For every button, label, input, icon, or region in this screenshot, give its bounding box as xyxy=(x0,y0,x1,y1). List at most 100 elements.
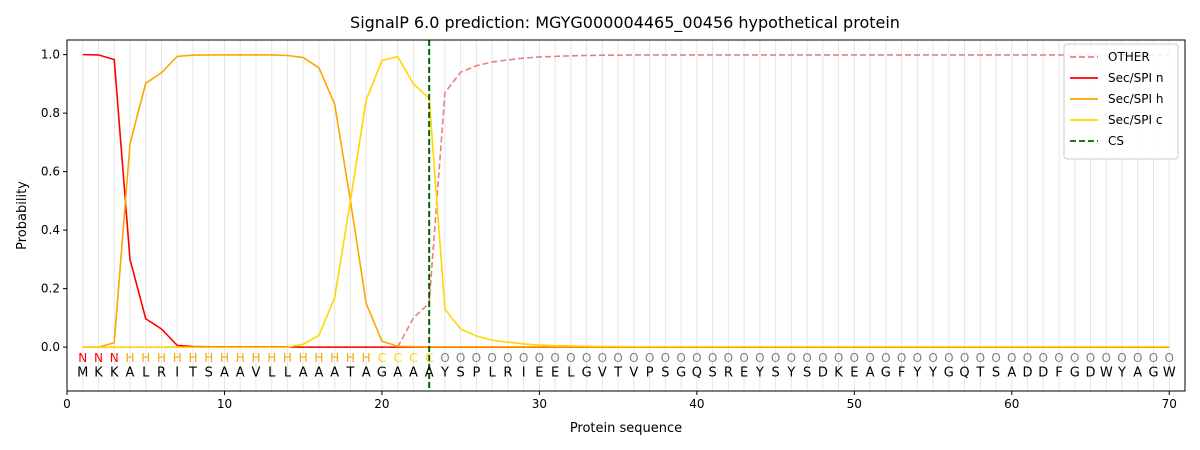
residue-label: R xyxy=(503,365,512,380)
region-label: O xyxy=(976,351,985,365)
region-label: O xyxy=(1165,351,1174,365)
residue-label: S xyxy=(708,365,716,380)
region-label: H xyxy=(220,351,229,365)
region-label: N xyxy=(110,351,119,365)
residue-label: V xyxy=(629,365,638,380)
region-label: H xyxy=(125,351,134,365)
region-label: H xyxy=(330,351,339,365)
region-label: O xyxy=(1007,351,1016,365)
region-label: O xyxy=(1070,351,1079,365)
x-tick-label: 40 xyxy=(689,397,704,411)
region-label: O xyxy=(456,351,465,365)
residue-label: S xyxy=(771,365,779,380)
region-label: O xyxy=(724,351,733,365)
residue-label: Q xyxy=(692,365,702,380)
residue-label: A xyxy=(393,365,402,380)
x-tick-label: 70 xyxy=(1162,397,1177,411)
y-tick-label: 0.0 xyxy=(41,340,60,354)
region-label: H xyxy=(157,351,166,365)
legend-label: Sec/SPI c xyxy=(1108,113,1162,127)
residue-label: D xyxy=(1023,365,1033,380)
residue-label: R xyxy=(157,365,166,380)
legend-label: Sec/SPI n xyxy=(1108,71,1163,85)
y-tick-label: 0.4 xyxy=(41,223,60,237)
residue-label: T xyxy=(345,365,354,380)
residue-label: V xyxy=(598,365,607,380)
region-label: O xyxy=(550,351,559,365)
residue-label: T xyxy=(975,365,984,380)
region-label: O xyxy=(944,351,953,365)
residue-label: F xyxy=(898,365,905,380)
region-label: O xyxy=(676,351,685,365)
region-label: O xyxy=(645,351,654,365)
y-tick-label: 1.0 xyxy=(41,48,60,62)
region-label: O xyxy=(629,351,638,365)
residue-label: A xyxy=(299,365,308,380)
x-tick-label: 60 xyxy=(1004,397,1019,411)
region-label: O xyxy=(1102,351,1111,365)
residue-label: A xyxy=(236,365,245,380)
y-axis-label: Probability xyxy=(15,181,30,250)
residue-label: G xyxy=(1148,365,1158,380)
x-tick-label: 50 xyxy=(847,397,862,411)
region-label: O xyxy=(834,351,843,365)
residue-label: W xyxy=(1100,365,1113,380)
residue-label: E xyxy=(535,365,543,380)
region-label: H xyxy=(204,351,213,365)
region-label: O xyxy=(1054,351,1063,365)
residue-label: S xyxy=(205,365,213,380)
region-label: O xyxy=(771,351,780,365)
residue-label: A xyxy=(362,365,371,380)
y-tick-label: 0.2 xyxy=(41,282,60,296)
residue-label: L xyxy=(567,365,575,380)
region-label: O xyxy=(1133,351,1142,365)
region-label: O xyxy=(897,351,906,365)
residue-label: A xyxy=(330,365,339,380)
region-label: H xyxy=(188,351,197,365)
residue-label: K xyxy=(94,365,103,380)
region-label: C xyxy=(393,351,401,365)
residue-label: Y xyxy=(786,365,795,380)
residue-label: R xyxy=(724,365,733,380)
residue-label: L xyxy=(268,365,276,380)
region-label: O xyxy=(472,351,481,365)
region-label: O xyxy=(818,351,827,365)
residue-label: Y xyxy=(755,365,764,380)
x-tick-label: 20 xyxy=(374,397,389,411)
residue-label: P xyxy=(646,365,654,380)
region-label: O xyxy=(503,351,512,365)
region-label: H xyxy=(362,351,371,365)
region-label: O xyxy=(913,351,922,365)
residue-label: P xyxy=(472,365,480,380)
residue-label: L xyxy=(284,365,292,380)
region-label: O xyxy=(850,351,859,365)
region-label: O xyxy=(1039,351,1048,365)
residue-label: T xyxy=(188,365,197,380)
residue-label: G xyxy=(944,365,954,380)
region-label: H xyxy=(173,351,182,365)
region-label: O xyxy=(755,351,764,365)
residue-label: D xyxy=(1038,365,1048,380)
region-label: H xyxy=(251,351,260,365)
plot-frame xyxy=(66,39,1186,392)
region-label: O xyxy=(661,351,670,365)
legend-label: Sec/SPI h xyxy=(1108,92,1163,106)
grid-lines xyxy=(82,40,1170,391)
residue-label: A xyxy=(126,365,135,380)
residue-label: F xyxy=(1055,365,1062,380)
region-label: O xyxy=(613,351,622,365)
region-label: O xyxy=(1117,351,1126,365)
x-tick-label: 10 xyxy=(217,397,232,411)
sequence-labels: NMNKNKHAHLHRHIHTHSHAHAHVHLHLHAHAHAHTHACG… xyxy=(77,351,1176,381)
residue-label: A xyxy=(425,365,434,380)
legend-label: OTHER xyxy=(1108,50,1150,64)
region-label: O xyxy=(440,351,449,365)
residue-label: L xyxy=(489,365,497,380)
region-label: N xyxy=(94,351,103,365)
residue-label: L xyxy=(142,365,150,380)
legend-label: CS xyxy=(1108,134,1124,148)
region-label: O xyxy=(1023,351,1032,365)
series-line xyxy=(82,54,1170,348)
region-label: O xyxy=(739,351,748,365)
chart-title: SignalP 6.0 prediction: MGYG000004465_00… xyxy=(350,13,900,33)
